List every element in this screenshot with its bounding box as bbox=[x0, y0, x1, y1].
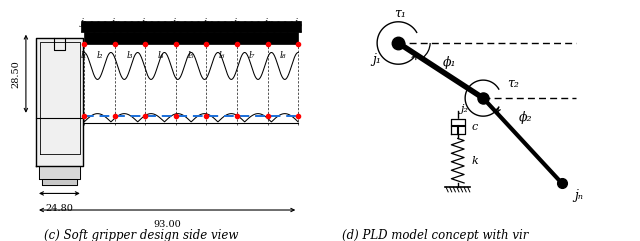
Text: c: c bbox=[472, 122, 477, 132]
Text: j₃: j₃ bbox=[142, 18, 148, 27]
Text: τ₁: τ₁ bbox=[394, 7, 406, 20]
Text: ϕ₂: ϕ₂ bbox=[519, 111, 532, 124]
Text: l₇: l₇ bbox=[249, 51, 255, 60]
Text: l₅: l₅ bbox=[188, 51, 195, 60]
Text: l₁: l₁ bbox=[81, 51, 88, 60]
Text: j₅: j₅ bbox=[204, 18, 210, 27]
Text: l₂: l₂ bbox=[96, 51, 102, 60]
Bar bbox=[81, 21, 301, 32]
Text: jₙ: jₙ bbox=[574, 189, 583, 202]
Text: j₄: j₄ bbox=[173, 18, 179, 27]
Text: 28.50: 28.50 bbox=[12, 60, 20, 88]
Text: j₆: j₆ bbox=[234, 18, 240, 27]
Polygon shape bbox=[42, 179, 77, 185]
Text: l₄: l₄ bbox=[157, 51, 164, 60]
Text: j₈: j₈ bbox=[295, 18, 301, 27]
Text: ϕ₁: ϕ₁ bbox=[442, 56, 456, 69]
Text: j₁: j₁ bbox=[372, 54, 381, 67]
Text: j₂: j₂ bbox=[111, 18, 118, 27]
Text: l₃: l₃ bbox=[127, 51, 133, 60]
Text: l₈: l₈ bbox=[280, 51, 286, 60]
Text: j₂: j₂ bbox=[460, 104, 468, 114]
Text: k: k bbox=[472, 156, 478, 166]
Polygon shape bbox=[39, 167, 80, 179]
Text: j₁: j₁ bbox=[81, 18, 87, 27]
Text: 24.80: 24.80 bbox=[45, 204, 74, 213]
Polygon shape bbox=[451, 119, 465, 134]
Text: (d) PLD model concept with vir: (d) PLD model concept with vir bbox=[342, 229, 529, 241]
Text: (c) Soft gripper design side view: (c) Soft gripper design side view bbox=[44, 229, 238, 241]
Bar bbox=[84, 32, 298, 44]
Polygon shape bbox=[36, 38, 83, 167]
Text: l₆: l₆ bbox=[218, 51, 225, 60]
Text: τ₂: τ₂ bbox=[507, 77, 519, 90]
Text: 93.00: 93.00 bbox=[153, 220, 181, 229]
Text: j₇: j₇ bbox=[264, 18, 271, 27]
